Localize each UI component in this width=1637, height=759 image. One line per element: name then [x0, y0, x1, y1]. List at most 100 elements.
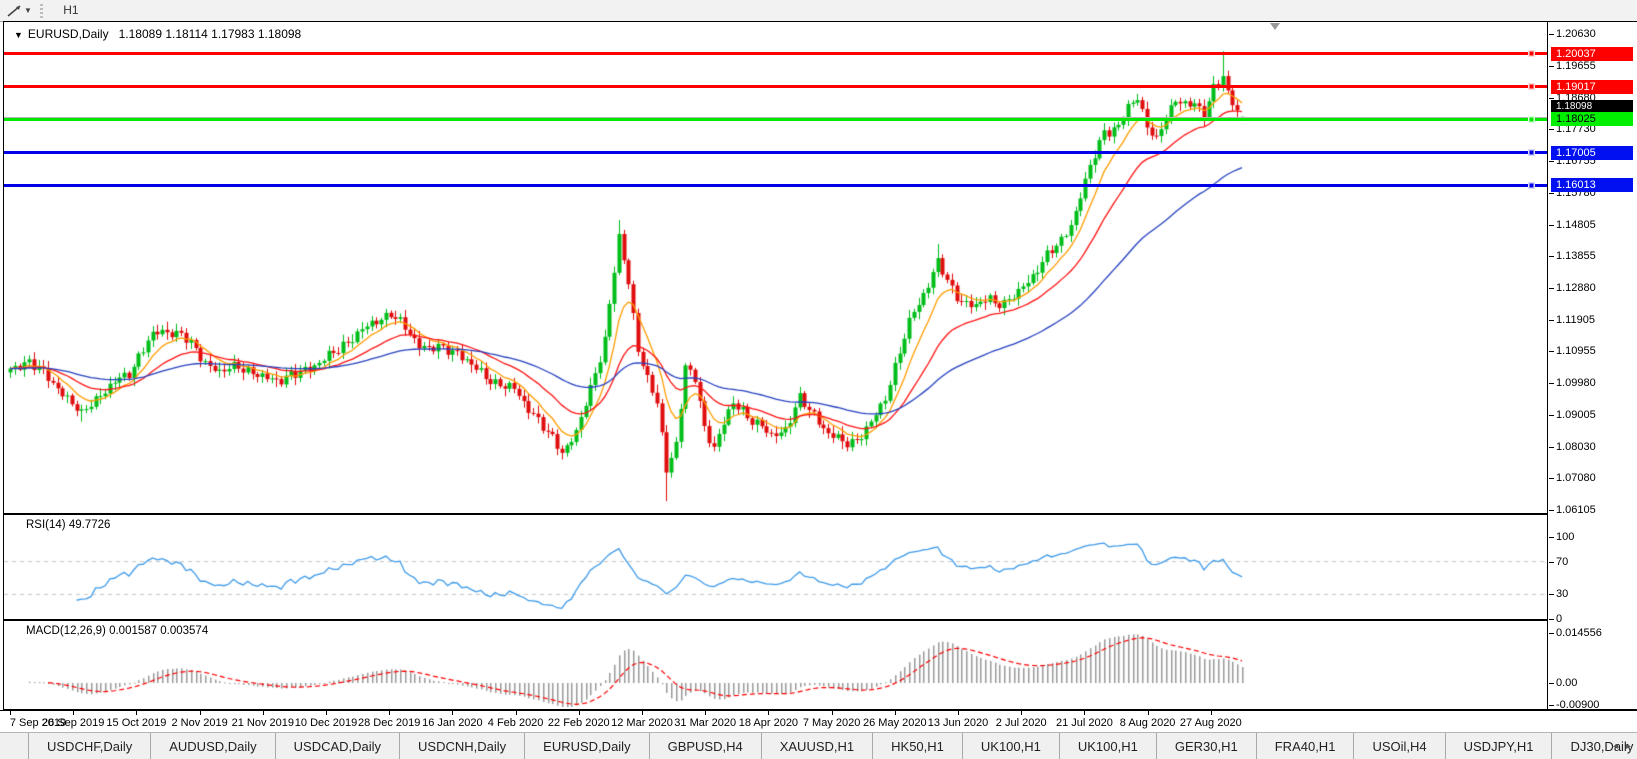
price-tick: 1.14805: [1549, 218, 1596, 231]
current-price-tag: 1.18098: [1551, 100, 1633, 114]
rsi-tick: 0: [1548, 613, 1563, 625]
chart-tab-fra40-h1[interactable]: FRA40,H1: [1257, 733, 1355, 759]
price-tick: 1.09005: [1549, 408, 1596, 421]
date-tick: [389, 711, 391, 715]
price-panel: ▼ EURUSD,Daily 1.18089 1.18114 1.17983 1.1…: [4, 22, 1547, 513]
date-tick: [136, 711, 138, 715]
date-label: 27 Aug 2020: [1179, 717, 1242, 729]
resistance-line-1[interactable]: [4, 52, 1547, 56]
support-line-blue-1[interactable]: [4, 151, 1547, 155]
support-line-blue-2[interactable]: [4, 183, 1547, 187]
resistance-line-1-handle[interactable]: [1528, 50, 1535, 58]
rsi-tick: 70: [1548, 555, 1569, 568]
date-label: 2 Jul 2020: [995, 717, 1047, 729]
date-label: 26 Sep 2019: [41, 717, 105, 729]
support-line-blue-2-price-badge: 1.16013: [1551, 178, 1633, 193]
date-label: 4 Feb 2020: [487, 717, 544, 729]
price-tick: 1.12880: [1549, 281, 1596, 294]
chart-tabs: USDCHF,Daily AUDUSD,Daily USDCAD,Daily USDC…: [28, 733, 1637, 759]
chart-tab-usdchf-daily[interactable]: USDCHF,Daily: [28, 733, 152, 759]
chart-shift-marker[interactable]: [1270, 23, 1280, 30]
date-tick: [894, 711, 896, 715]
date-tick: [1147, 711, 1149, 715]
price-chart-canvas[interactable]: [4, 22, 1547, 513]
date-label: 31 Mar 2020: [674, 717, 737, 729]
rsi-indicator-label: RSI(14) 49.7726: [26, 519, 111, 531]
resistance-line-2[interactable]: [4, 85, 1547, 89]
price-tick: 1.08030: [1549, 440, 1596, 453]
price-tick: 1.20630: [1549, 28, 1596, 41]
price-tick: 1.07080: [1549, 471, 1596, 484]
date-label: 12 Mar 2020: [611, 717, 673, 729]
chart-tab-eurusd-daily[interactable]: EURUSD,Daily: [525, 733, 650, 759]
date-label: 26 May 2020: [862, 717, 927, 729]
date-tick: [705, 711, 707, 715]
chart-tab-audusd-daily[interactable]: AUDUSD,Daily: [151, 733, 276, 759]
date-label: 2 Nov 2019: [171, 717, 228, 729]
chart-tab-usdcad-daily[interactable]: USDCAD,Daily: [276, 733, 401, 759]
price-tick: 1.06105: [1549, 503, 1596, 516]
support-line-blue-1-price-badge: 1.17005: [1551, 145, 1633, 160]
resistance-line-2-handle[interactable]: [1528, 83, 1535, 91]
support-line-blue-2-handle[interactable]: [1528, 181, 1535, 189]
date-tick: [10, 711, 11, 715]
support-line-green-price-badge: 1.18025: [1551, 112, 1633, 127]
rsi-tick: 100: [1548, 531, 1575, 543]
chart-tab-usdjpy-h1[interactable]: USDJPY,H1: [1446, 733, 1553, 759]
tabs-scroll-right-icon[interactable]: ▸: [1625, 740, 1631, 752]
toolbar-grip[interactable]: [39, 3, 43, 18]
date-label: 16 Jan 2020: [422, 717, 483, 729]
date-label: 21 Nov 2019: [231, 717, 294, 729]
trendline-tool-icon[interactable]: [5, 3, 23, 19]
date-label: 28 Dec 2019: [357, 717, 421, 729]
chart-tab-usdcnh-daily[interactable]: USDCNH,Daily: [400, 733, 526, 759]
rsi-canvas[interactable]: [4, 515, 1547, 619]
date-label: 8 Aug 2020: [1119, 717, 1176, 729]
date-tick: [199, 711, 201, 715]
chart-tab-xauusd-h1[interactable]: XAUUSD,H1: [762, 733, 874, 759]
date-label: 21 Jul 2020: [1055, 717, 1113, 729]
chart-collapse-icon[interactable]: ▼: [14, 30, 23, 40]
macd-tick: 0.014556: [1549, 627, 1602, 639]
chart-ohlc-values: 1.18089 1.18114 1.17983 1.18098: [118, 27, 302, 41]
chart-tab-uk100-h1[interactable]: UK100,H1: [963, 733, 1060, 759]
tabs-scroll-left-icon[interactable]: ◂: [1612, 740, 1618, 752]
date-tick: [958, 711, 959, 715]
chart-tab-usoil-h4[interactable]: USOil,H4: [1354, 733, 1446, 759]
chart-tab-uk100-h1[interactable]: UK100,H1: [1060, 733, 1157, 759]
date-tick: [1210, 711, 1212, 715]
price-tick: 1.11905: [1549, 313, 1595, 326]
support-line-blue-1-handle[interactable]: [1528, 149, 1535, 157]
date-tick: [768, 711, 770, 715]
chart-tab-bar: USDCHF,Daily AUDUSD,Daily USDCAD,Daily USDC…: [0, 732, 1637, 759]
macd-canvas[interactable]: [4, 621, 1547, 709]
panel-splitter[interactable]: [4, 619, 1636, 621]
chart-tab-gbpusd-h4[interactable]: GBPUSD,H4: [650, 733, 762, 759]
macd-indicator-label: MACD(12,26,9) 0.001587 0.003574: [26, 625, 209, 637]
date-tick: [578, 711, 580, 715]
date-tick: [73, 711, 75, 715]
date-tick: [326, 711, 327, 715]
resistance-line-1-price-badge: 1.20037: [1551, 46, 1633, 61]
date-tick: [452, 711, 454, 715]
price-tick: 1.13855: [1549, 249, 1596, 262]
chart-toolbar: ▼ M1M5M15M30H1H4D1W1MN: [0, 0, 1637, 93]
chart-tab-ger30-h1[interactable]: GER30,H1: [1157, 733, 1257, 759]
support-line-green-handle[interactable]: [1528, 115, 1535, 123]
chart-tab-hk50-h1[interactable]: HK50,H1: [873, 733, 963, 759]
date-tick: [1084, 711, 1086, 715]
timeframe-button-h1[interactable]: H1: [63, 3, 79, 17]
chart-title: ▼ EURUSD,Daily 1.18089 1.18114 1.17983 1.1…: [14, 27, 301, 41]
resistance-line-2-price-badge: 1.19017: [1551, 79, 1633, 94]
date-label: 22 Feb 2020: [547, 717, 610, 729]
rsi-tick: 30: [1548, 588, 1569, 601]
support-line-green[interactable]: [4, 117, 1547, 121]
macd-panel: MACD(12,26,9) 0.001587 0.003574: [4, 621, 1547, 709]
time-axis: 7 Sep 2019 26 Sep 2019 15 Oct 2019 2 Nov 20…: [0, 710, 1637, 732]
date-label: 7 Sep 2019: [9, 717, 67, 729]
chart-tab-dj30-daily[interactable]: DJ30,Daily: [1552, 733, 1637, 759]
panel-splitter[interactable]: [4, 513, 1636, 515]
tool-dropdown-caret[interactable]: ▼: [24, 6, 32, 15]
date-label: 7 May 2020: [802, 717, 861, 729]
